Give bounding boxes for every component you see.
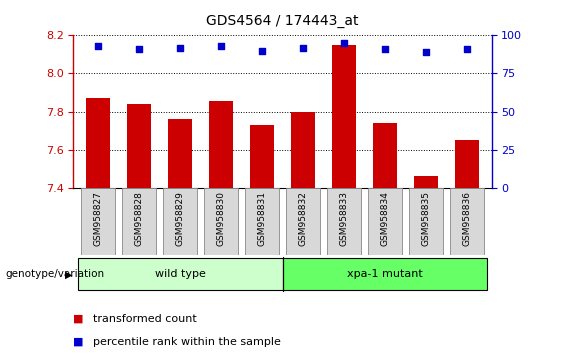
Text: GSM958834: GSM958834 [380, 191, 389, 246]
Bar [291, 112, 315, 188]
Text: ■: ■ [73, 337, 84, 347]
Text: xpa-1 mutant: xpa-1 mutant [347, 269, 423, 279]
Point [462, 46, 471, 52]
Text: GSM958827: GSM958827 [94, 191, 102, 246]
Text: GSM958829: GSM958829 [176, 191, 185, 246]
FancyBboxPatch shape [327, 188, 362, 255]
Point [298, 45, 307, 50]
FancyBboxPatch shape [81, 188, 115, 255]
FancyBboxPatch shape [203, 188, 238, 255]
Bar [373, 123, 397, 188]
Point [134, 46, 144, 52]
Point [258, 48, 267, 53]
Bar [127, 104, 151, 188]
FancyBboxPatch shape [121, 188, 157, 255]
Bar [86, 98, 110, 188]
FancyBboxPatch shape [285, 188, 320, 255]
FancyBboxPatch shape [368, 188, 402, 255]
Text: GSM958828: GSM958828 [134, 191, 144, 246]
FancyBboxPatch shape [282, 258, 488, 290]
Text: GSM958831: GSM958831 [258, 191, 267, 246]
Bar [332, 45, 357, 188]
Text: GSM958833: GSM958833 [340, 191, 349, 246]
FancyBboxPatch shape [245, 188, 280, 255]
Text: wild type: wild type [155, 269, 206, 279]
Text: ▶: ▶ [65, 269, 72, 279]
Point [380, 46, 389, 52]
Point [94, 43, 103, 49]
Bar [455, 140, 479, 188]
FancyBboxPatch shape [408, 188, 444, 255]
FancyBboxPatch shape [163, 188, 197, 255]
FancyBboxPatch shape [450, 188, 484, 255]
Text: transformed count: transformed count [93, 314, 197, 324]
Point [176, 45, 185, 50]
Text: GSM958830: GSM958830 [216, 191, 225, 246]
Text: GSM958832: GSM958832 [298, 191, 307, 246]
Text: GSM958836: GSM958836 [463, 191, 471, 246]
Text: genotype/variation: genotype/variation [6, 269, 105, 279]
Text: GDS4564 / 174443_at: GDS4564 / 174443_at [206, 14, 359, 28]
Point [340, 40, 349, 46]
Text: ■: ■ [73, 314, 84, 324]
Bar [168, 119, 192, 188]
Bar [250, 125, 274, 188]
Point [421, 49, 431, 55]
Text: GSM958835: GSM958835 [421, 191, 431, 246]
Bar [414, 176, 438, 188]
Point [216, 43, 225, 49]
FancyBboxPatch shape [77, 258, 282, 290]
Bar [208, 101, 233, 188]
Text: percentile rank within the sample: percentile rank within the sample [93, 337, 281, 347]
